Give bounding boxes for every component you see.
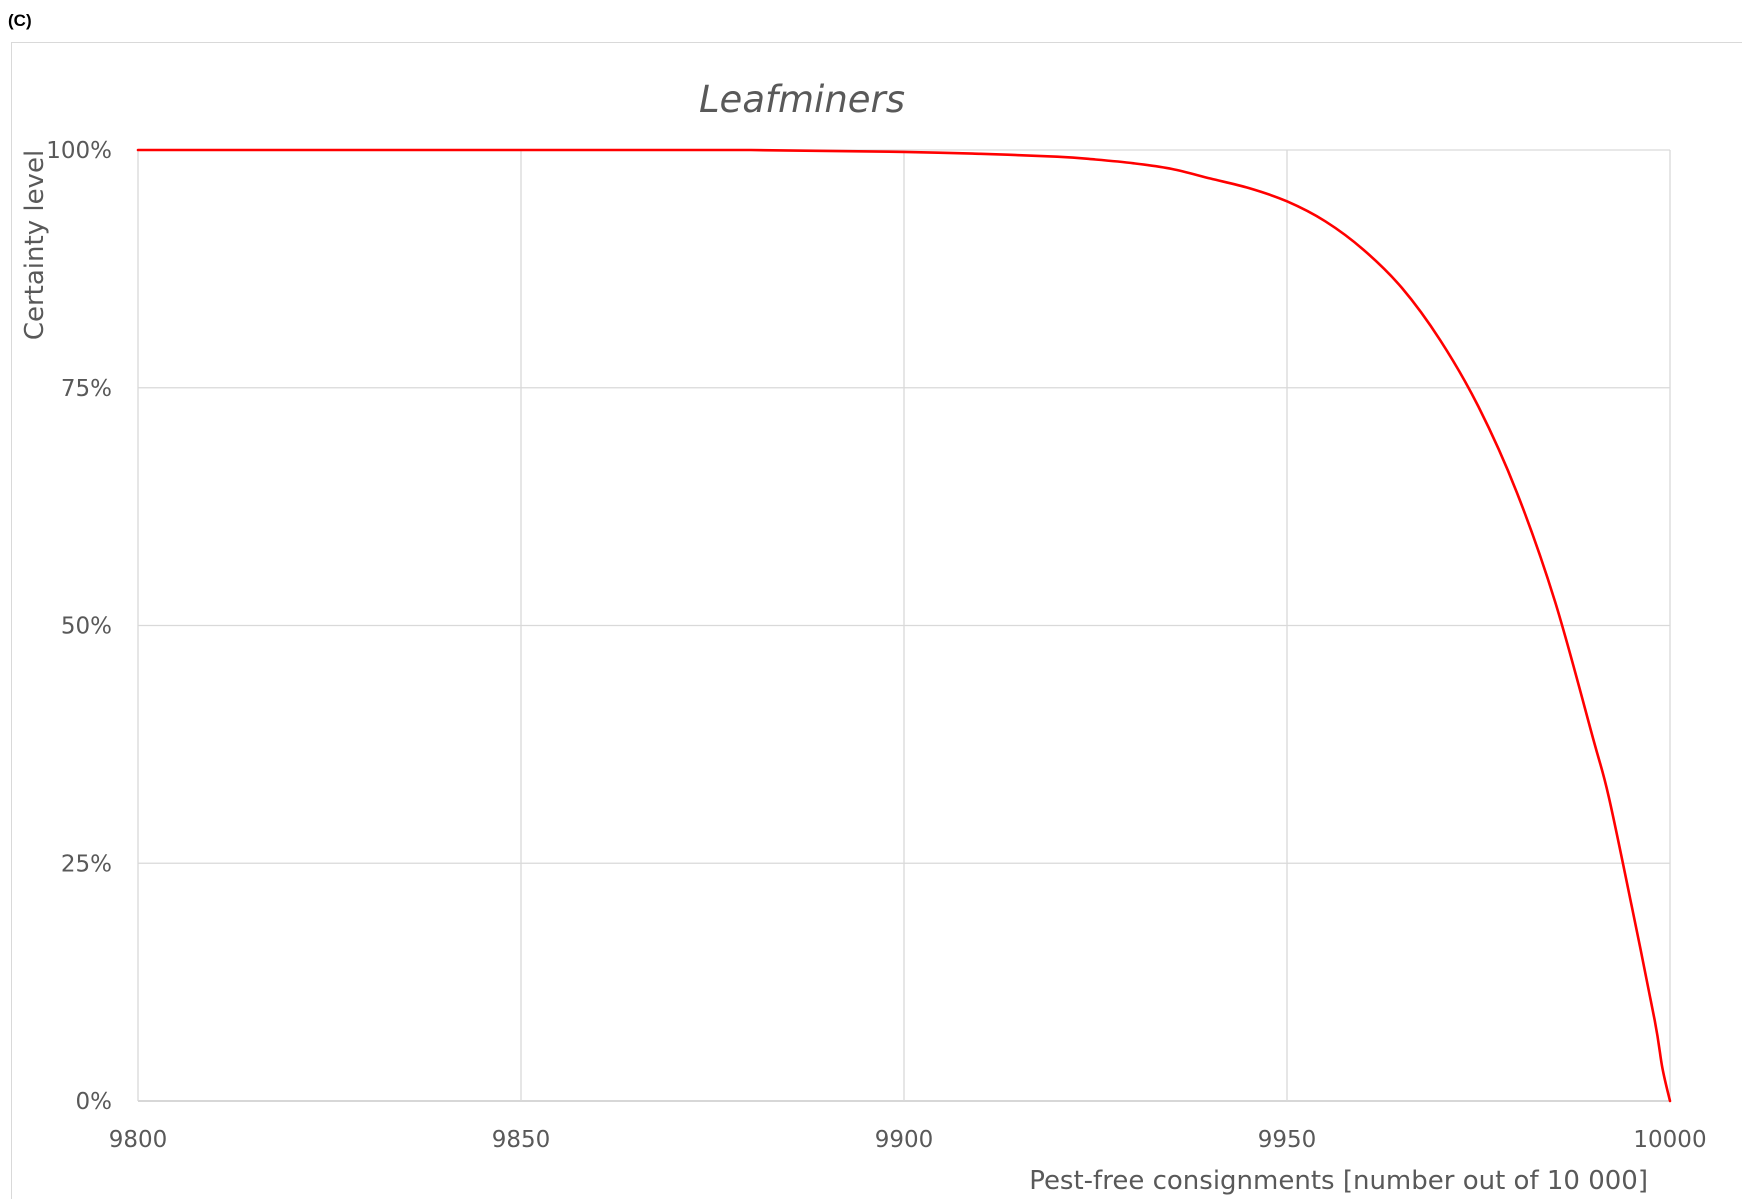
gridlines [137,149,1671,1102]
y-tick-label: 50% [61,614,112,640]
y-tick-label: 25% [61,851,112,877]
series-line [136,148,1672,1103]
x-tick-label: 9850 [492,1127,551,1153]
y-tick-label: 75% [61,376,112,402]
x-axis-title: Pest-free consignments [number out of 10… [1029,1166,1648,1196]
y-axis-title: Certainty level [20,150,50,340]
panel-label: (C) [8,11,32,30]
x-tick-label: 9900 [875,1127,934,1153]
data-series [136,148,1672,1103]
x-tick-label: 10000 [1633,1127,1706,1153]
chart-title: Leafminers [699,78,905,121]
x-tick-label: 9800 [109,1127,168,1153]
x-tick-label: 9950 [1258,1127,1317,1153]
x-tick-labels: 9800 9850 9900 9950 10000 [109,1127,1707,1153]
y-tick-label: 100% [46,138,112,164]
chart-frame [11,42,1742,1199]
y-tick-labels: 0% 25% 50% 75% 100% [46,138,112,1115]
y-tick-label: 0% [76,1089,113,1115]
